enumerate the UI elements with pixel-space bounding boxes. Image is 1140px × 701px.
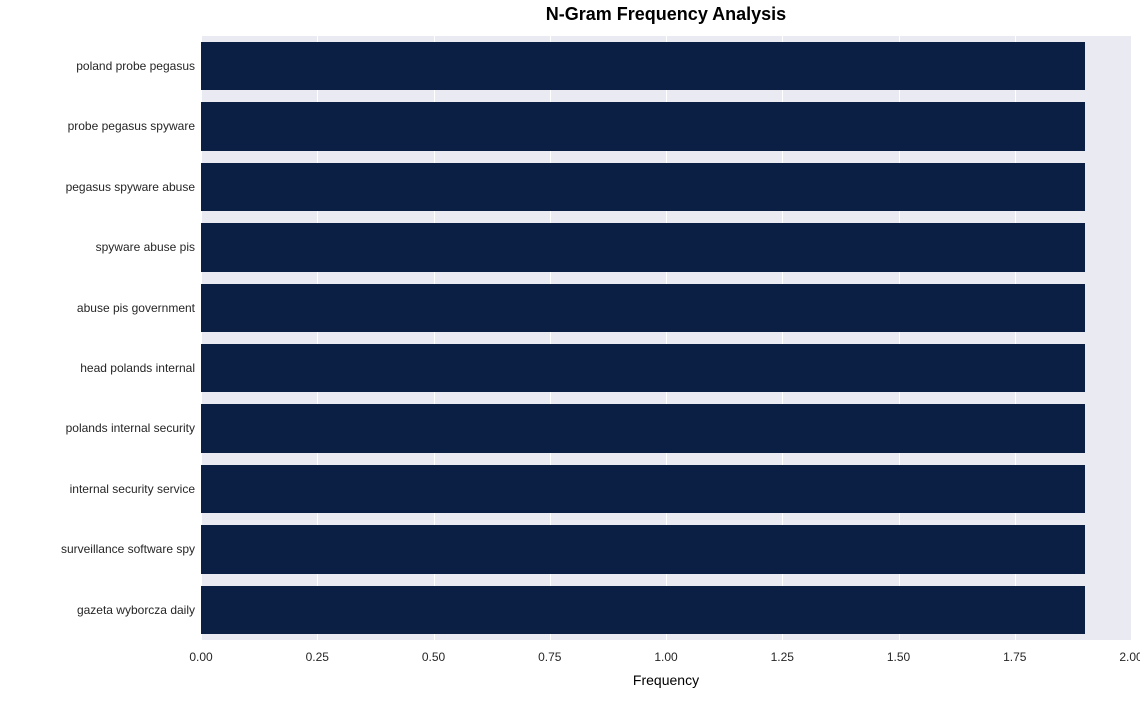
x-tick-label: 2.00 (1119, 650, 1140, 664)
bar (201, 465, 1085, 513)
x-tick-label: 0.00 (189, 650, 212, 664)
x-axis-label: Frequency (201, 672, 1131, 688)
y-tick-label: probe pegasus spyware (0, 96, 195, 156)
x-tick-label: 0.50 (422, 650, 445, 664)
chart-title: N-Gram Frequency Analysis (201, 4, 1131, 25)
y-tick-label: gazeta wyborcza daily (0, 580, 195, 640)
y-tick-label: poland probe pegasus (0, 36, 195, 96)
y-tick-label: abuse pis government (0, 278, 195, 338)
gridline (1131, 36, 1132, 640)
bar (201, 223, 1085, 271)
x-tick-label: 1.25 (771, 650, 794, 664)
x-tick-label: 0.25 (306, 650, 329, 664)
x-tick-label: 0.75 (538, 650, 561, 664)
y-tick-label: pegasus spyware abuse (0, 157, 195, 217)
x-tick-label: 1.00 (654, 650, 677, 664)
bar (201, 525, 1085, 573)
plot-area (201, 36, 1131, 640)
y-tick-label: polands internal security (0, 398, 195, 458)
ngram-frequency-chart: N-Gram Frequency Analysis Frequency 0.00… (0, 0, 1140, 701)
bar (201, 163, 1085, 211)
y-tick-label: internal security service (0, 459, 195, 519)
x-tick-label: 1.75 (1003, 650, 1026, 664)
bar (201, 404, 1085, 452)
y-tick-label: spyware abuse pis (0, 217, 195, 277)
y-tick-label: head polands internal (0, 338, 195, 398)
bar (201, 586, 1085, 634)
y-tick-label: surveillance software spy (0, 519, 195, 579)
bar (201, 344, 1085, 392)
bar (201, 284, 1085, 332)
x-tick-label: 1.50 (887, 650, 910, 664)
bar (201, 42, 1085, 90)
bar (201, 102, 1085, 150)
